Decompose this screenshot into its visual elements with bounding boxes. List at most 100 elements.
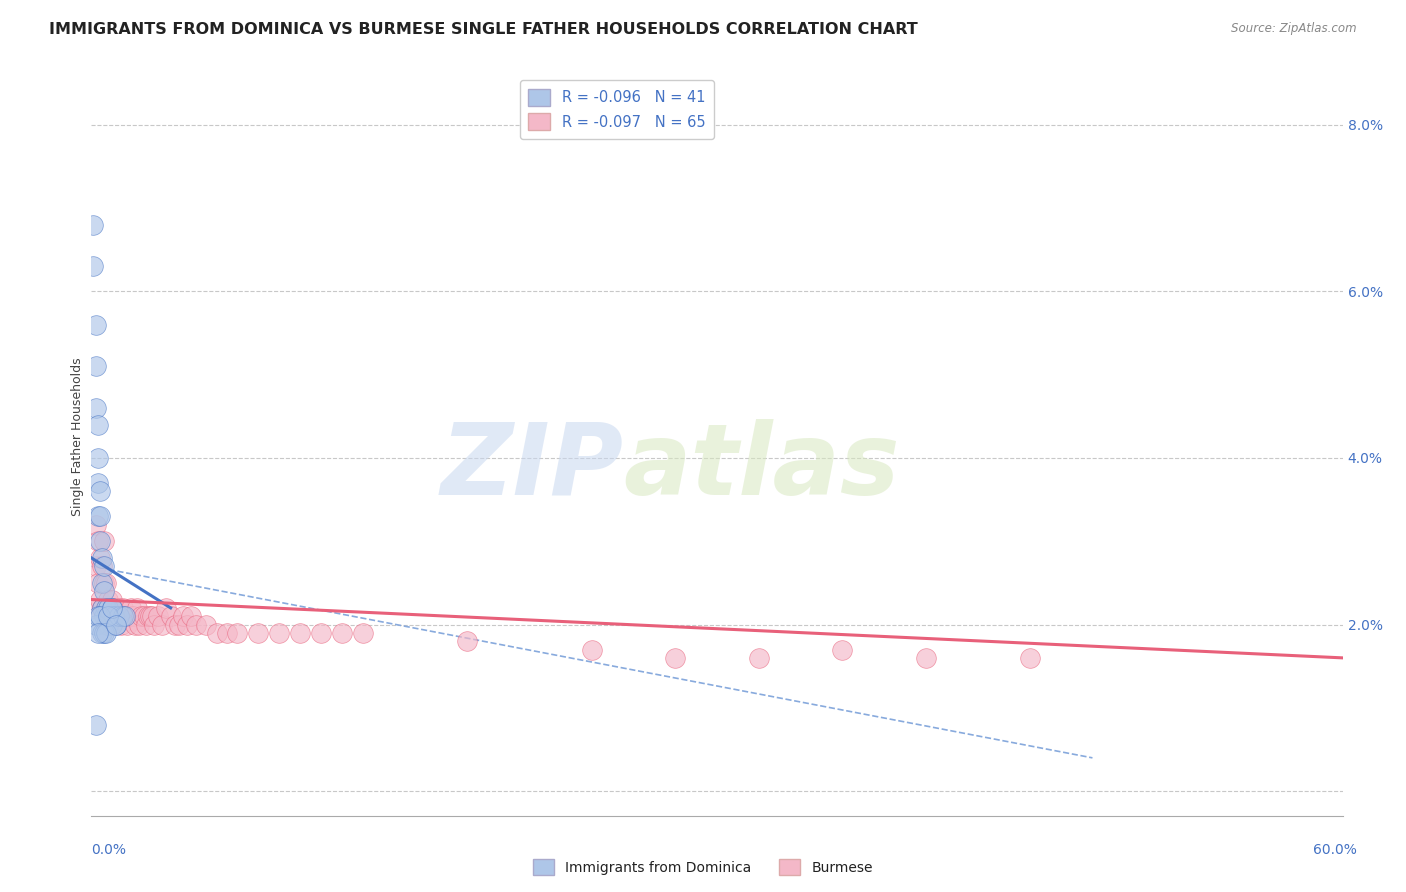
- Point: [84, 517, 107, 532]
- Point: [89, 484, 111, 499]
- Point: [84, 401, 107, 415]
- Point: [309, 626, 332, 640]
- Point: [226, 626, 249, 640]
- Point: [352, 626, 374, 640]
- Point: [111, 600, 134, 615]
- Point: [86, 450, 108, 465]
- Point: [101, 617, 124, 632]
- Point: [105, 617, 128, 632]
- Point: [86, 609, 108, 624]
- Point: [97, 617, 120, 632]
- Point: [90, 600, 112, 615]
- Point: [101, 617, 124, 632]
- Point: [84, 559, 107, 574]
- Point: [101, 592, 124, 607]
- Point: [163, 617, 186, 632]
- Point: [155, 600, 177, 615]
- Point: [110, 617, 132, 632]
- Point: [89, 592, 111, 607]
- Point: [120, 600, 142, 615]
- Point: [107, 600, 129, 615]
- Text: atlas: atlas: [623, 419, 900, 516]
- Point: [118, 609, 141, 624]
- Point: [94, 575, 117, 590]
- Point: [215, 626, 238, 640]
- Point: [86, 475, 108, 490]
- Text: ZIP: ZIP: [440, 419, 623, 516]
- Point: [90, 559, 112, 574]
- Y-axis label: Single Father Households: Single Father Households: [72, 358, 84, 516]
- Point: [101, 600, 124, 615]
- Point: [195, 617, 218, 632]
- Point: [94, 600, 117, 615]
- Point: [84, 717, 107, 731]
- Point: [82, 260, 104, 274]
- Text: IMMIGRANTS FROM DOMINICA VS BURMESE SINGLE FATHER HOUSEHOLDS CORRELATION CHART: IMMIGRANTS FROM DOMINICA VS BURMESE SING…: [49, 22, 918, 37]
- Point: [136, 609, 159, 624]
- Point: [127, 600, 149, 615]
- Point: [101, 600, 124, 615]
- Point: [89, 609, 111, 624]
- Point: [86, 534, 108, 549]
- Point: [581, 642, 603, 657]
- Point: [124, 617, 146, 632]
- Point: [247, 626, 270, 640]
- Point: [82, 218, 104, 232]
- Point: [86, 575, 108, 590]
- Text: Source: ZipAtlas.com: Source: ZipAtlas.com: [1232, 22, 1357, 36]
- Point: [90, 600, 112, 615]
- Point: [93, 575, 115, 590]
- Point: [128, 617, 150, 632]
- Point: [176, 617, 198, 632]
- Point: [184, 617, 207, 632]
- Legend: Immigrants from Dominica, Burmese: Immigrants from Dominica, Burmese: [527, 854, 879, 880]
- Point: [111, 609, 134, 624]
- Point: [141, 609, 163, 624]
- Point: [114, 609, 136, 624]
- Legend: R = -0.096   N = 41, R = -0.097   N = 65: R = -0.096 N = 41, R = -0.097 N = 65: [520, 80, 714, 139]
- Point: [139, 609, 162, 624]
- Point: [167, 617, 190, 632]
- Point: [84, 617, 107, 632]
- Point: [664, 651, 686, 665]
- Point: [86, 626, 108, 640]
- Point: [94, 626, 117, 640]
- Point: [143, 617, 166, 632]
- Point: [86, 417, 108, 432]
- Point: [93, 534, 115, 549]
- Point: [86, 509, 108, 524]
- Point: [89, 534, 111, 549]
- Point: [146, 609, 169, 624]
- Point: [94, 600, 117, 615]
- Point: [205, 626, 228, 640]
- Point: [93, 609, 115, 624]
- Point: [94, 617, 117, 632]
- Point: [98, 609, 121, 624]
- Point: [90, 550, 112, 565]
- Point: [89, 550, 111, 565]
- Point: [82, 600, 104, 615]
- Point: [330, 626, 353, 640]
- Point: [135, 617, 157, 632]
- Point: [131, 609, 153, 624]
- Point: [180, 609, 202, 624]
- Point: [98, 609, 121, 624]
- Point: [748, 651, 770, 665]
- Point: [103, 600, 125, 615]
- Point: [107, 609, 129, 624]
- Point: [84, 359, 107, 374]
- Point: [831, 642, 853, 657]
- Point: [103, 609, 125, 624]
- Point: [122, 609, 145, 624]
- Text: 0.0%: 0.0%: [91, 843, 127, 857]
- Point: [97, 592, 120, 607]
- Point: [97, 617, 120, 632]
- Point: [97, 609, 120, 624]
- Point: [93, 559, 115, 574]
- Point: [90, 626, 112, 640]
- Point: [105, 617, 128, 632]
- Point: [97, 600, 120, 615]
- Text: 60.0%: 60.0%: [1313, 843, 1357, 857]
- Point: [114, 609, 136, 624]
- Point: [914, 651, 936, 665]
